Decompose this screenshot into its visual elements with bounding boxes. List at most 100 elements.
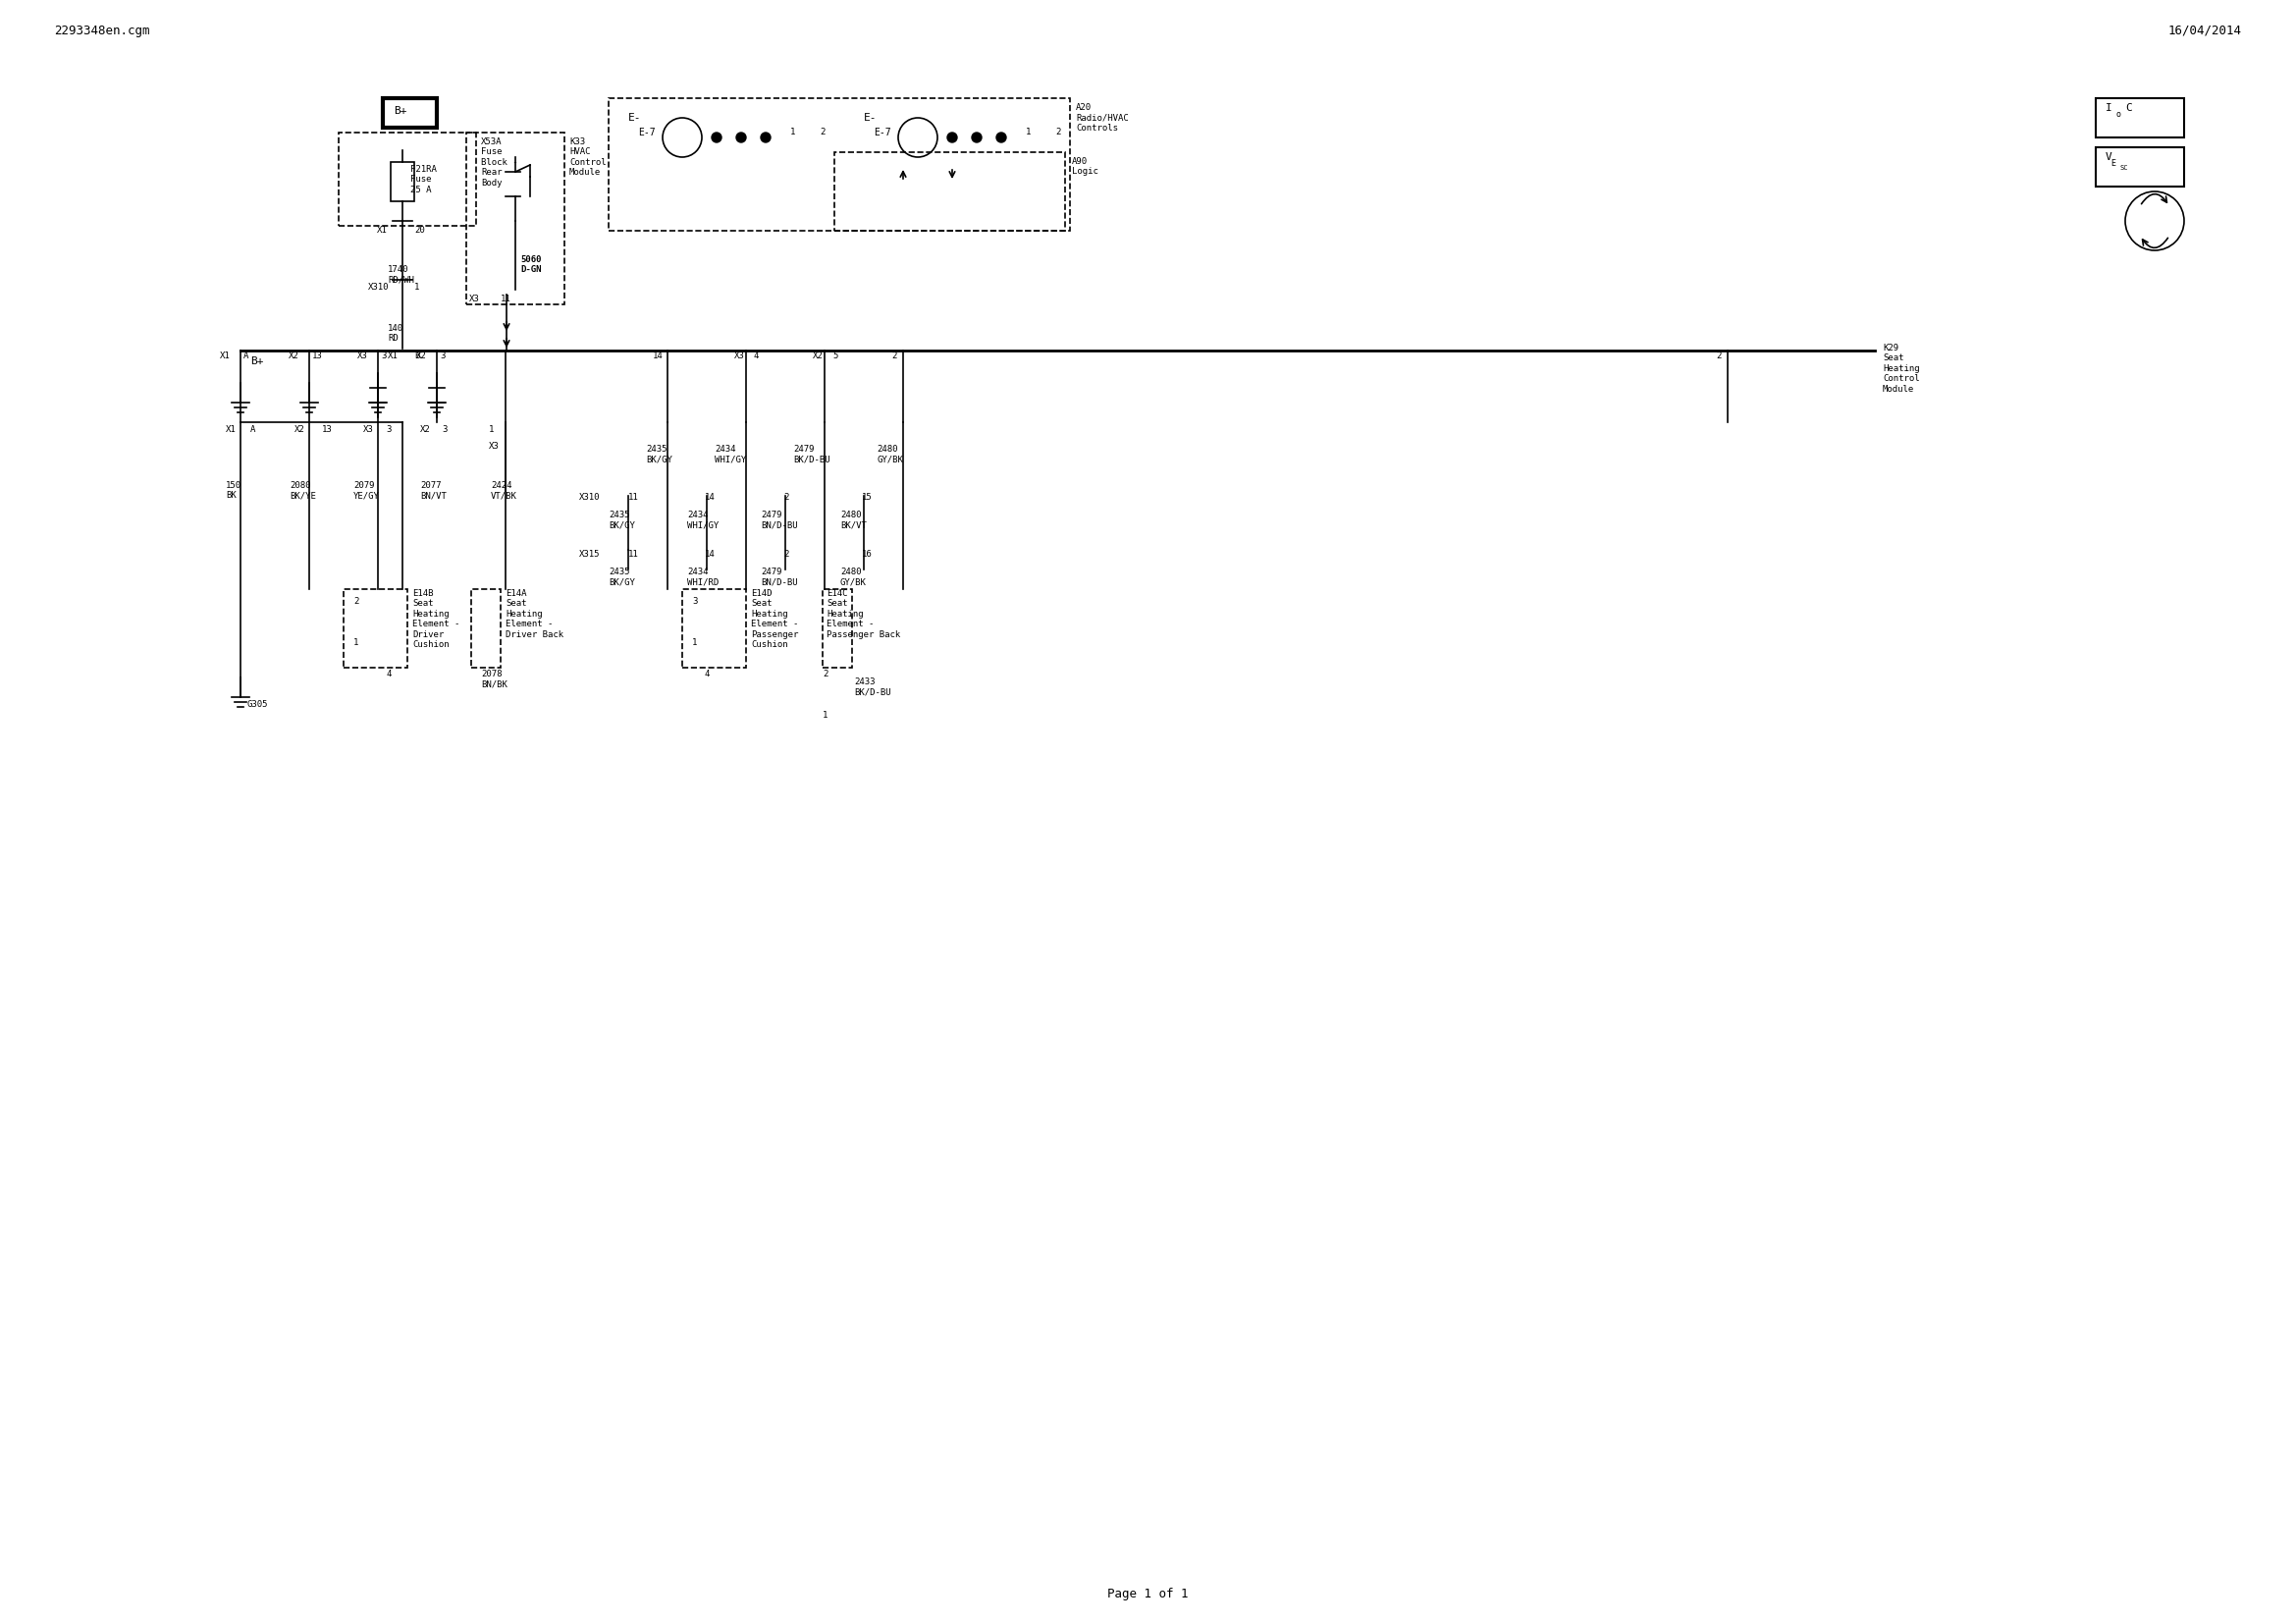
Text: E-: E- <box>629 114 641 123</box>
Text: B+: B+ <box>250 356 264 367</box>
Text: 16: 16 <box>861 551 872 559</box>
Text: E14C
Seat
Heating
Element -
Passenger Back: E14C Seat Heating Element - Passenger Ba… <box>827 590 900 638</box>
Text: 4: 4 <box>705 669 709 679</box>
Text: 5: 5 <box>833 351 838 361</box>
Text: K33
HVAC
Control
Module: K33 HVAC Control Module <box>569 138 606 177</box>
Text: I: I <box>2105 102 2112 114</box>
Text: 2479
BK/D-BU: 2479 BK/D-BU <box>792 445 831 464</box>
Text: 14: 14 <box>652 351 664 361</box>
Text: 2293348en.cgm: 2293348en.cgm <box>55 24 149 37</box>
Text: A90
Logic: A90 Logic <box>1072 158 1097 175</box>
Text: 1: 1 <box>413 283 420 292</box>
Text: E: E <box>2110 159 2115 167</box>
Text: X3: X3 <box>468 294 480 304</box>
Bar <box>2096 97 2183 138</box>
Text: K29
Seat
Heating
Control
Module: K29 Seat Heating Control Module <box>1883 344 1919 393</box>
Circle shape <box>760 133 771 143</box>
Text: 11: 11 <box>501 294 512 304</box>
Text: 2479
BN/D-BU: 2479 BN/D-BU <box>760 510 797 529</box>
Text: 2080
BK/YE: 2080 BK/YE <box>289 481 317 500</box>
Text: 140
RD: 140 RD <box>388 325 404 343</box>
Text: X2: X2 <box>289 351 298 361</box>
Text: F21RA
Fuse
25 A: F21RA Fuse 25 A <box>411 166 436 195</box>
Text: 2434
WHI/GY: 2434 WHI/GY <box>687 510 719 529</box>
Bar <box>2096 148 2183 187</box>
Text: 2: 2 <box>783 494 788 502</box>
Text: o: o <box>2115 110 2119 119</box>
Text: 2: 2 <box>820 128 824 136</box>
Text: E-: E- <box>863 114 877 123</box>
Text: 2435
BK/GY: 2435 BK/GY <box>608 567 636 586</box>
Text: 2434
WHI/GY: 2434 WHI/GY <box>714 445 746 464</box>
Text: 2424
VT/BK: 2424 VT/BK <box>491 481 517 500</box>
Text: X2: X2 <box>416 351 427 361</box>
Bar <box>608 97 1070 231</box>
Text: 13: 13 <box>312 351 324 361</box>
Text: 2480
BK/VT: 2480 BK/VT <box>840 510 866 529</box>
Text: 2480
GY/BK: 2480 GY/BK <box>877 445 902 464</box>
Text: V: V <box>2105 153 2112 162</box>
Text: X3: X3 <box>363 425 374 434</box>
Text: 3: 3 <box>441 425 448 434</box>
Text: X2: X2 <box>420 425 432 434</box>
Bar <box>383 97 436 128</box>
Circle shape <box>971 133 983 143</box>
Bar <box>344 590 406 667</box>
Text: X310: X310 <box>367 283 390 292</box>
Text: 16/04/2014: 16/04/2014 <box>2167 24 2241 37</box>
Text: E14B
Seat
Heating
Element -
Driver
Cushion: E14B Seat Heating Element - Driver Cushi… <box>413 590 459 650</box>
Text: 2435
BK/GY: 2435 BK/GY <box>608 510 636 529</box>
Text: E-7: E-7 <box>875 128 891 138</box>
Text: C: C <box>2126 102 2131 114</box>
Text: 4: 4 <box>386 669 390 679</box>
Text: X1: X1 <box>225 425 236 434</box>
Circle shape <box>737 133 746 143</box>
Text: X3: X3 <box>358 351 367 361</box>
Text: 2: 2 <box>891 351 895 361</box>
Text: 3: 3 <box>381 351 386 361</box>
Bar <box>466 133 565 304</box>
Text: G305: G305 <box>248 700 269 710</box>
Text: 2: 2 <box>1715 351 1722 361</box>
Bar <box>471 590 501 667</box>
Circle shape <box>712 133 721 143</box>
Text: X53A
Fuse
Block -
Rear
Body: X53A Fuse Block - Rear Body <box>480 138 519 187</box>
Text: 11: 11 <box>629 551 638 559</box>
Text: X3: X3 <box>735 351 744 361</box>
Text: 2435
BK/GY: 2435 BK/GY <box>645 445 673 464</box>
Text: 14: 14 <box>705 551 716 559</box>
Text: 2480
GY/BK: 2480 GY/BK <box>840 567 866 586</box>
Text: X2: X2 <box>813 351 824 361</box>
Text: 11: 11 <box>629 494 638 502</box>
Text: 5060
D-GN: 5060 D-GN <box>521 255 542 274</box>
Text: 2



1: 2 1 <box>822 669 829 719</box>
Bar <box>338 133 475 226</box>
Text: X2: X2 <box>294 425 305 434</box>
Text: 15: 15 <box>861 494 872 502</box>
Text: A: A <box>243 351 248 361</box>
Text: Page 1 of 1: Page 1 of 1 <box>1107 1588 1187 1600</box>
Bar <box>833 153 1065 231</box>
Text: SC: SC <box>2119 166 2128 171</box>
Text: 2079
YE/GY: 2079 YE/GY <box>354 481 379 500</box>
Text: 1740
RD/WH: 1740 RD/WH <box>388 265 413 284</box>
Text: 14: 14 <box>705 494 716 502</box>
Bar <box>822 590 852 667</box>
Text: 3: 3 <box>386 425 390 434</box>
Text: X1: X1 <box>220 351 230 361</box>
Text: 2433
BK/D-BU: 2433 BK/D-BU <box>854 677 891 697</box>
Circle shape <box>948 133 957 143</box>
Text: E14A
Seat
Heating
Element -
Driver Back: E14A Seat Heating Element - Driver Back <box>505 590 563 638</box>
Text: E-7: E-7 <box>638 128 654 138</box>
Text: X1: X1 <box>377 226 388 234</box>
Text: 1: 1 <box>1026 128 1031 136</box>
Text: B: B <box>413 351 420 361</box>
Text: 2: 2 <box>783 551 788 559</box>
Text: 2479
BN/D-BU: 2479 BN/D-BU <box>760 567 797 586</box>
Text: 2077
BN/VT: 2077 BN/VT <box>420 481 445 500</box>
Text: 13: 13 <box>321 425 333 434</box>
Text: 150
BK: 150 BK <box>225 481 241 500</box>
Circle shape <box>996 133 1006 143</box>
Text: 2: 2 <box>1056 128 1061 136</box>
Text: 4: 4 <box>753 351 760 361</box>
